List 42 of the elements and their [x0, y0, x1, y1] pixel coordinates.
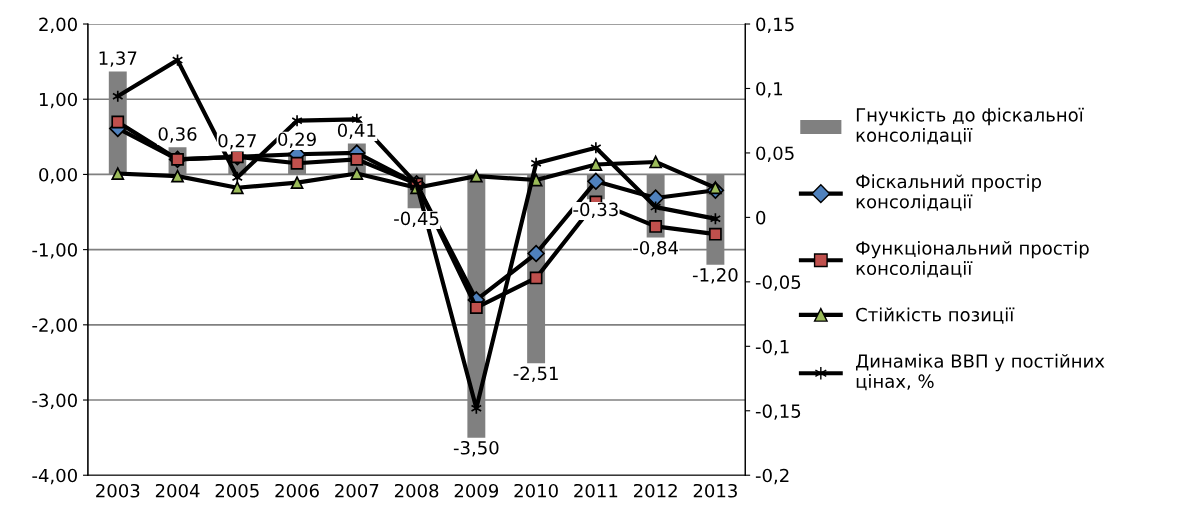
x-tick-label: 2005 [215, 483, 259, 498]
data-label: 0,29 [278, 132, 316, 148]
y2-tick-label: -0,1 [755, 339, 789, 356]
legend-label: Гнучкість до фіскальної консолідації [856, 107, 1084, 145]
data-label: 0,36 [158, 127, 197, 143]
y2-tick-label: 0,05 [756, 146, 794, 162]
y2-tick-label: -0,15 [755, 404, 801, 420]
y-tick-label: -1,00 [32, 243, 77, 259]
x-tick-label: 2003 [96, 483, 140, 498]
data-label: -0,45 [394, 211, 439, 228]
legend-label: Функціональний простір консолідації [856, 240, 1089, 278]
x-tick-label: 2010 [514, 483, 558, 498]
data-label: -0,33 [573, 202, 618, 219]
y-tick-label: -4,00 [32, 468, 77, 485]
data-label: -0,84 [633, 240, 678, 257]
data-label: 0,41 [337, 123, 376, 139]
x-tick-label: 2012 [633, 483, 677, 498]
y-tick-label: 1,00 [39, 92, 77, 109]
data-label: -3,50 [453, 440, 499, 457]
x-tick-label: 2008 [394, 483, 439, 498]
data-label: 1,37 [99, 51, 137, 67]
data-label: -2,51 [513, 366, 558, 382]
legend-label: Динаміка ВВП у постійних цінах, % [856, 353, 1105, 391]
y-tick-label: 0,00 [39, 167, 77, 184]
y2-tick-label: 0 [756, 210, 766, 225]
x-tick-label: 2013 [693, 483, 737, 498]
data-label: 0,27 [218, 133, 256, 150]
x-tick-label: 2006 [275, 483, 319, 498]
legend-label: Стійкість позиції [856, 307, 1015, 324]
y-tick-label: 2,00 [39, 17, 77, 33]
y-tick-label: -2,00 [32, 318, 77, 334]
y2-tick-label: 0,15 [756, 17, 794, 33]
y2-tick-label: -0,2 [755, 468, 789, 485]
legend-label: Фіскальний простір консолідації [856, 174, 1042, 211]
x-tick-label: 2011 [574, 483, 618, 498]
x-tick-label: 2007 [335, 483, 379, 498]
y-tick-label: -3,00 [32, 393, 77, 409]
x-tick-label: 2004 [155, 483, 200, 498]
y2-tick-label: -0,05 [755, 275, 801, 291]
x-tick-label: 2009 [454, 483, 499, 498]
data-label: -1,20 [692, 267, 738, 284]
y2-tick-label: 0,1 [756, 81, 783, 98]
